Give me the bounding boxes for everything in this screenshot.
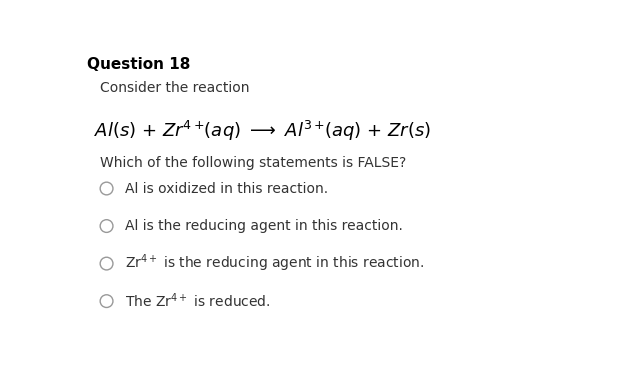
Text: Al is the reducing agent in this reaction.: Al is the reducing agent in this reactio… [125,219,403,233]
Text: The Zr$^{4+}$ is reduced.: The Zr$^{4+}$ is reduced. [125,292,270,310]
Text: Consider the reaction: Consider the reaction [100,81,250,95]
Text: Zr$^{4+}$ is the reducing agent in this reaction.: Zr$^{4+}$ is the reducing agent in this … [125,253,424,274]
Text: $\mathit{Al(s)}$ + $\mathit{Zr}^{\mathit{4+}}\!\mathit{(aq)}$ $\longrightarrow$ : $\mathit{Al(s)}$ + $\mathit{Zr}^{\mathit… [94,118,431,143]
Text: Al is oxidized in this reaction.: Al is oxidized in this reaction. [125,182,328,195]
Text: Question 18: Question 18 [87,57,191,72]
Text: Which of the following statements is FALSE?: Which of the following statements is FAL… [100,156,406,170]
